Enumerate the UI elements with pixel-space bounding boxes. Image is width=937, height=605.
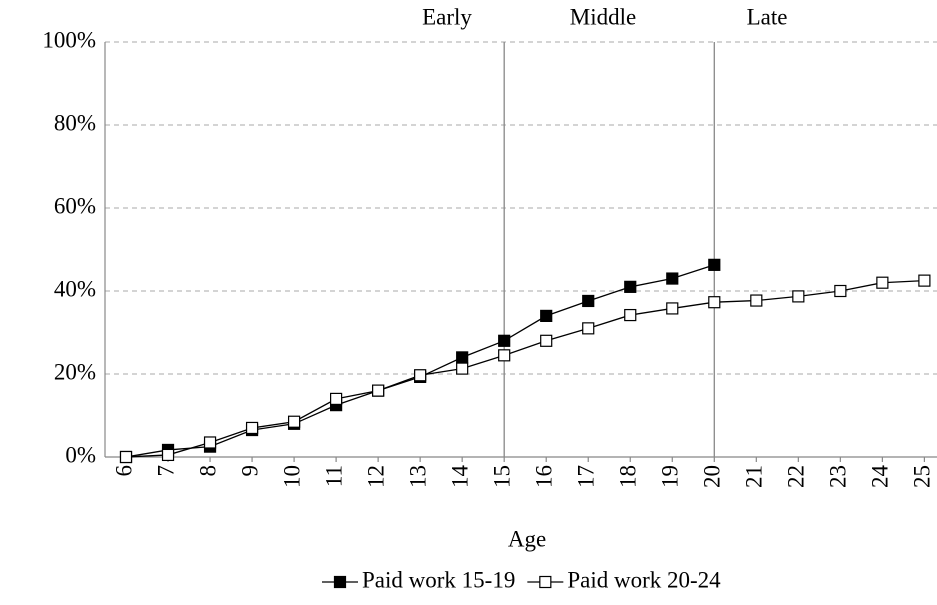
data-point [456, 362, 469, 375]
y-tick-label: 0% [65, 442, 96, 467]
data-point [624, 308, 637, 322]
legend-marker [333, 575, 347, 589]
data-point [540, 334, 553, 347]
phase-label: Early [422, 4, 472, 29]
x-tick-label: 12 [363, 465, 388, 488]
phase-label: Middle [570, 4, 636, 29]
data-point [372, 384, 385, 397]
x-tick-label: 16 [531, 465, 556, 488]
x-tick-label: 8 [195, 465, 220, 477]
x-tick-label: 21 [742, 465, 767, 488]
x-tick-label: 20 [700, 465, 725, 488]
series-line [125, 279, 925, 458]
x-tick-label: 7 [153, 465, 178, 477]
x-tick-label: 25 [910, 465, 935, 488]
data-point [666, 272, 679, 285]
y-tick-label: 80% [54, 110, 96, 135]
x-tick-label: 15 [489, 465, 514, 488]
data-point [708, 296, 721, 309]
legend-label: Paid work 20-24 [567, 567, 721, 592]
x-tick-label: 9 [237, 465, 262, 477]
legend: Paid work 15-19 Paid work 20-24 [322, 567, 721, 592]
x-tick-label: 6 [111, 465, 136, 477]
data-point [582, 322, 595, 335]
phase-label: Late [747, 4, 788, 29]
data-point [624, 280, 637, 293]
data-point [540, 309, 553, 322]
x-tick-label: 17 [574, 465, 599, 488]
x-tick-label: 14 [447, 465, 472, 489]
data-point [666, 302, 679, 315]
legend-marker [539, 575, 552, 589]
data-point [330, 392, 343, 405]
data-point [119, 450, 133, 464]
data-point [834, 284, 847, 298]
x-tick-label: 22 [784, 465, 809, 488]
data-point [245, 421, 259, 435]
y-tick-label: 40% [54, 276, 96, 301]
data-point [414, 369, 427, 382]
x-tick-label: 13 [405, 465, 430, 488]
series-line [125, 264, 715, 458]
x-tick-label: 10 [279, 465, 304, 488]
data-point [918, 274, 931, 287]
data-point [876, 276, 889, 289]
data-point [203, 436, 217, 449]
y-tick-label: 100% [42, 27, 96, 52]
data-point [708, 258, 721, 271]
data-point [161, 448, 175, 462]
data-point [792, 290, 805, 303]
data-point [287, 415, 301, 428]
data-point [750, 294, 763, 307]
data-point [582, 294, 595, 308]
y-tick-label: 20% [54, 359, 96, 384]
x-tick-label: 19 [658, 465, 683, 488]
x-axis-label: Age [508, 526, 546, 551]
x-tick-label: 23 [826, 465, 851, 488]
x-tick-label: 11 [321, 465, 346, 487]
y-tick-label: 60% [54, 193, 96, 218]
data-point [498, 349, 511, 362]
x-tick-label: 18 [616, 465, 641, 488]
data-point [498, 334, 511, 347]
data-point [456, 351, 469, 364]
legend-label: Paid work 15-19 [362, 567, 515, 592]
x-tick-label: 24 [868, 465, 893, 489]
